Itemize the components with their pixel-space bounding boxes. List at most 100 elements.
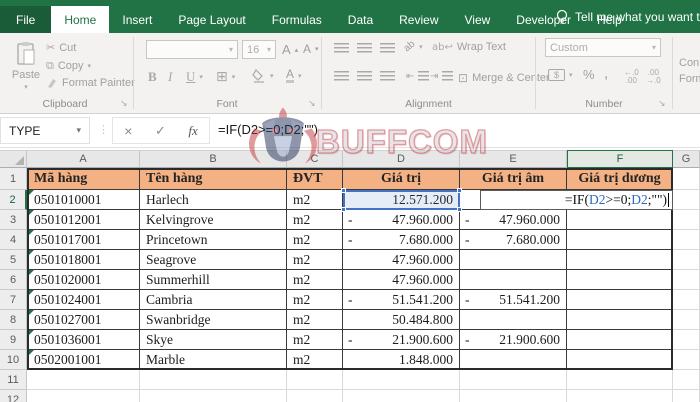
tab-file[interactable]: File bbox=[0, 6, 52, 33]
cell[interactable] bbox=[673, 270, 700, 290]
cell[interactable] bbox=[673, 310, 700, 330]
cell-e1[interactable]: Giá trị âm bbox=[460, 168, 567, 190]
cell-f6[interactable] bbox=[567, 270, 673, 290]
cell-name[interactable]: Kelvingrove bbox=[140, 210, 287, 230]
tab-home[interactable]: Home bbox=[51, 6, 110, 33]
tab-insert[interactable]: Insert bbox=[122, 12, 153, 27]
underline-button[interactable]: U ▾ bbox=[186, 69, 203, 84]
tell-me-box[interactable]: Tell me what you want to do bbox=[556, 0, 700, 33]
cell[interactable] bbox=[287, 390, 343, 402]
bold-button[interactable]: B bbox=[148, 69, 157, 84]
row-header-12[interactable]: 12 bbox=[0, 390, 27, 402]
cell-code[interactable]: 0502001001 bbox=[27, 350, 140, 370]
font-dialog-launcher-icon[interactable]: ↘ bbox=[308, 98, 316, 108]
cell-f7[interactable] bbox=[567, 290, 673, 310]
cell-name[interactable]: Harlech bbox=[140, 190, 287, 210]
cell-code[interactable]: 0501024001 bbox=[27, 290, 140, 310]
cell-a1[interactable]: Mã hàng bbox=[27, 168, 140, 190]
cell-unit[interactable]: m2 bbox=[287, 290, 343, 310]
cell-name[interactable]: Seagrove bbox=[140, 250, 287, 270]
row-header-8[interactable]: 8 bbox=[0, 310, 27, 330]
formula-input[interactable]: =IF(D2>=0;D2;"") bbox=[218, 122, 318, 137]
tab-page-layout[interactable]: Page Layout bbox=[178, 12, 246, 27]
cell-d3[interactable]: -47.960.000 bbox=[343, 210, 460, 230]
cell[interactable] bbox=[673, 350, 700, 370]
cell-name[interactable]: Skye bbox=[140, 330, 287, 350]
tab-data[interactable]: Data bbox=[347, 12, 374, 27]
column-header-b[interactable]: B bbox=[140, 150, 287, 168]
cell-edit-box-f2[interactable]: =IF(D2 >=0; D2 ;"") bbox=[480, 190, 673, 210]
cell-f3[interactable] bbox=[567, 210, 673, 230]
row-header-7[interactable]: 7 bbox=[0, 290, 27, 310]
number-format-combobox[interactable]: Custom ▾ bbox=[545, 38, 661, 57]
name-box[interactable]: TYPE ▾ bbox=[0, 117, 90, 144]
cell-code[interactable]: 0501017001 bbox=[27, 230, 140, 250]
cell-name[interactable]: Princetown bbox=[140, 230, 287, 250]
cell[interactable] bbox=[673, 390, 700, 402]
cell-b1[interactable]: Tên hàng bbox=[140, 168, 287, 190]
cell-code[interactable]: 0501012001 bbox=[27, 210, 140, 230]
cell-e5[interactable] bbox=[460, 250, 567, 270]
column-header-d[interactable]: D bbox=[343, 150, 460, 168]
cell-c1[interactable]: ĐVT bbox=[287, 168, 343, 190]
cell-name[interactable]: Cambria bbox=[140, 290, 287, 310]
cell-f4[interactable] bbox=[567, 230, 673, 250]
merge-center-button[interactable]: ⊡ Merge & Center bbox=[458, 71, 550, 85]
cell-g1[interactable] bbox=[673, 168, 700, 190]
row-header-11[interactable]: 11 bbox=[0, 370, 27, 390]
row-header-9[interactable]: 9 bbox=[0, 330, 27, 350]
tab-formulas[interactable]: Formulas bbox=[271, 12, 322, 27]
cell-f8[interactable] bbox=[567, 310, 673, 330]
paste-button[interactable]: Paste ▾ bbox=[8, 38, 44, 104]
cell-code[interactable]: 0501018001 bbox=[27, 250, 140, 270]
increase-decimal-button[interactable]: ←.0.00 bbox=[624, 68, 639, 85]
accounting-format-button[interactable]: $ ▾ bbox=[548, 69, 573, 81]
cell-unit[interactable]: m2 bbox=[287, 350, 343, 370]
cancel-icon[interactable]: × bbox=[124, 122, 133, 139]
wrap-text-button[interactable]: ab↩ Wrap Text bbox=[432, 41, 506, 53]
row-header-4[interactable]: 4 bbox=[0, 230, 27, 250]
row-header-2[interactable]: 2 bbox=[0, 190, 27, 210]
cell[interactable] bbox=[673, 370, 700, 390]
comma-style-button[interactable]: , bbox=[604, 65, 609, 82]
borders-button[interactable]: ⊞ ▾ bbox=[216, 69, 236, 85]
cell-d8[interactable]: 50.484.800 bbox=[343, 310, 460, 330]
format-painter-button[interactable]: Format Painter bbox=[46, 77, 135, 89]
cell-code[interactable]: 0501010001 bbox=[27, 190, 140, 210]
cell-unit[interactable]: m2 bbox=[287, 330, 343, 350]
cell[interactable] bbox=[140, 390, 287, 402]
font-name-combobox[interactable]: ▾ bbox=[146, 40, 238, 59]
name-box-dropdown-icon[interactable]: ▾ bbox=[76, 125, 81, 135]
enter-icon[interactable]: ✓ bbox=[154, 122, 166, 138]
cell-d7[interactable]: -51.541.200 bbox=[343, 290, 460, 310]
cell[interactable] bbox=[673, 230, 700, 250]
tab-review[interactable]: Review bbox=[399, 12, 439, 27]
align-right-button[interactable] bbox=[380, 71, 395, 82]
cell-e7[interactable]: -51.541.200 bbox=[460, 290, 567, 310]
select-all-corner[interactable] bbox=[0, 150, 27, 168]
cell-code[interactable]: 0501027001 bbox=[27, 310, 140, 330]
cell-d5[interactable]: 47.960.000 bbox=[343, 250, 460, 270]
font-size-combobox[interactable]: 16 ▾ bbox=[242, 40, 276, 59]
increase-font-size-button[interactable]: A ▴ bbox=[282, 42, 299, 57]
cell-d9[interactable]: -21.900.600 bbox=[343, 330, 460, 350]
cell-d4[interactable]: -7.680.000 bbox=[343, 230, 460, 250]
row-header-3[interactable]: 3 bbox=[0, 210, 27, 230]
percent-style-button[interactable]: % bbox=[583, 67, 595, 82]
cell[interactable] bbox=[27, 390, 140, 402]
cell[interactable] bbox=[673, 250, 700, 270]
cell[interactable] bbox=[673, 290, 700, 310]
copy-button[interactable]: ⧉ Copy ▾ bbox=[46, 59, 91, 73]
increase-indent-button[interactable]: ⇥ bbox=[430, 71, 454, 82]
cell-unit[interactable]: m2 bbox=[287, 250, 343, 270]
row-header-1[interactable]: 1 bbox=[0, 168, 27, 190]
cell-d6[interactable]: 47.960.000 bbox=[343, 270, 460, 290]
cell-code[interactable]: 0501020001 bbox=[27, 270, 140, 290]
cell[interactable] bbox=[140, 370, 287, 390]
column-header-e[interactable]: E bbox=[460, 150, 567, 168]
fill-color-button[interactable]: ▾ bbox=[252, 69, 274, 83]
cell-e4[interactable]: -7.680.000 bbox=[460, 230, 567, 250]
insert-function-icon[interactable]: fx bbox=[188, 122, 198, 138]
align-middle-button[interactable] bbox=[357, 43, 372, 54]
cell[interactable] bbox=[460, 390, 567, 402]
